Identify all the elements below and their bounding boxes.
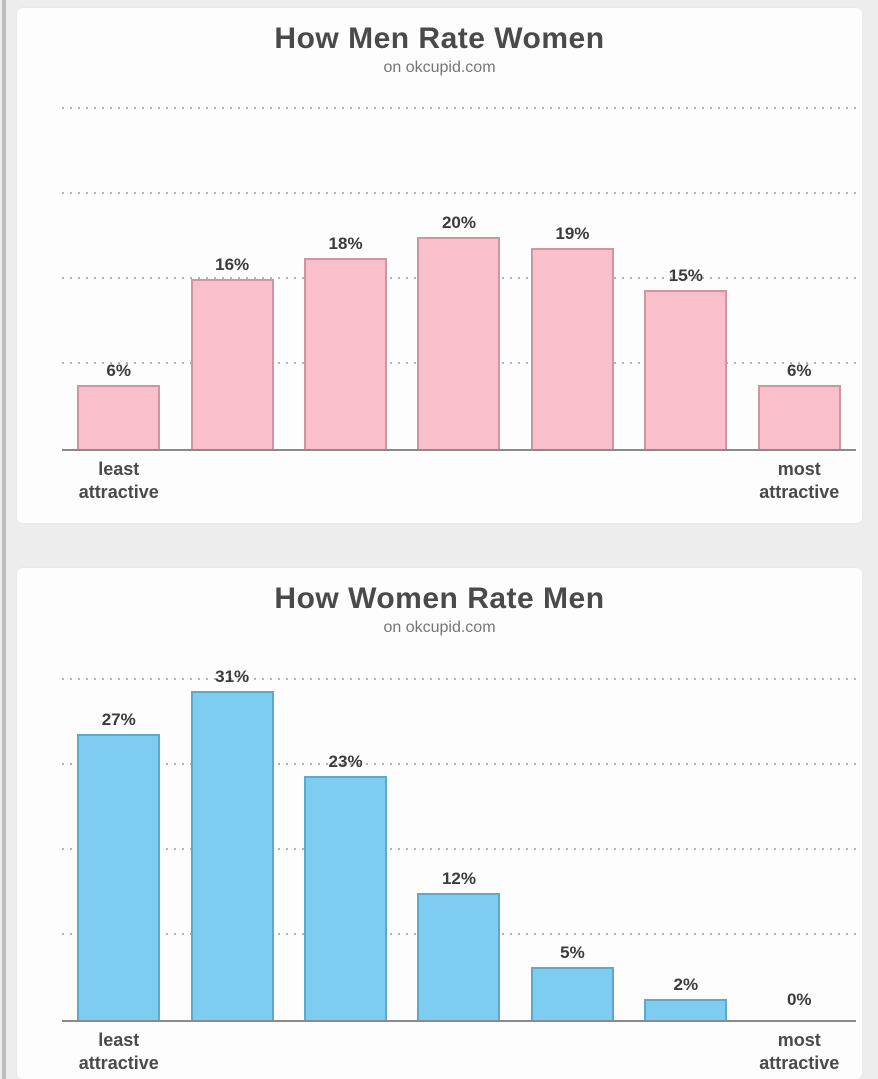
x-axis-label-empty	[175, 1029, 288, 1076]
chart-subtitle: on okcupid.com	[383, 619, 496, 636]
gridline	[62, 106, 856, 110]
x-axis-label-empty	[289, 1029, 402, 1076]
x-axis-label-least-attractive: least attractive	[78, 1030, 159, 1074]
x-axis-label-empty	[516, 458, 629, 505]
bar-slot: 15%	[629, 49, 742, 449]
bar-slot: 5%	[516, 620, 629, 1020]
chart-subtitle: on okcupid.com	[383, 59, 496, 76]
bar-value-label: 15%	[668, 266, 703, 285]
bar-slot: 12%	[402, 620, 515, 1020]
x-axis-label-least-attractive: least attractive	[78, 459, 159, 503]
bar	[190, 691, 274, 1020]
chart-panel-how-women-rate-men: How Women Rate Men on okcupid.com 27% 31%…	[17, 568, 862, 1079]
x-axis-label-most-attractive: most attractive	[759, 1030, 840, 1074]
gridline	[62, 762, 856, 766]
bars-row: 27% 31% 23% 12% 5% 2% 0%	[62, 620, 856, 1020]
bar-value-label: 5%	[560, 943, 585, 962]
bar-value-label: 19%	[555, 223, 590, 243]
bar-slot: 18%	[289, 49, 402, 449]
x-axis-label-empty	[629, 1029, 742, 1076]
x-axis-label-empty	[289, 458, 402, 505]
bar-value-label: 27%	[101, 709, 136, 729]
bar-slot: 19%	[516, 49, 629, 449]
bar-slot: 6%	[62, 49, 175, 449]
bar	[77, 385, 161, 449]
bar-value-label: 2%	[673, 974, 699, 994]
chart-title: How Women Rate Men	[274, 582, 605, 615]
plot-area: 27% 31% 23% 12% 5% 2% 0% least attractive most …	[62, 620, 856, 1073]
bar	[757, 385, 841, 449]
bar	[530, 247, 614, 449]
bar	[417, 237, 501, 449]
x-axis-label-empty	[402, 1029, 515, 1076]
bar	[304, 258, 388, 449]
bar-value-label: 20%	[441, 213, 476, 232]
bar	[304, 776, 388, 1020]
bar	[644, 998, 728, 1020]
x-axis-label-empty	[516, 1029, 629, 1076]
x-axis-labels: least attractive most attractive	[62, 458, 856, 505]
x-axis-label-empty	[629, 458, 742, 505]
page-left-edge-line	[2, 0, 6, 1079]
x-axis-line	[62, 449, 856, 451]
bar	[77, 733, 161, 1020]
bar-slot: 27%	[62, 620, 175, 1020]
bar-value-label: 6%	[106, 361, 131, 381]
x-axis-label-most-attractive: most attractive	[759, 459, 840, 503]
bar	[644, 290, 728, 449]
bar	[190, 279, 274, 449]
chart-title: How Men Rate Women	[274, 22, 605, 55]
bar-slot: 31%	[175, 620, 288, 1020]
bar-slot: 16%	[175, 49, 288, 449]
bar	[530, 967, 614, 1020]
x-axis-label-empty	[175, 458, 288, 505]
gridline	[62, 847, 856, 851]
x-axis-line	[62, 1020, 856, 1022]
gridline	[62, 191, 856, 195]
x-axis-labels: least attractive most attractive	[62, 1029, 856, 1076]
plot-area: 6% 16% 18% 20% 19% 15% 6% least attractive most…	[62, 49, 856, 502]
bar-value-label: 6%	[786, 361, 812, 381]
bar-slot: 23%	[289, 620, 402, 1020]
bar-slot: 2%	[629, 620, 742, 1020]
bar-value-label: 18%	[328, 234, 363, 254]
bars-row: 6% 16% 18% 20% 19% 15% 6%	[62, 49, 856, 449]
bar-value-label: 12%	[441, 868, 476, 888]
bar-value-label: 31%	[215, 667, 250, 687]
bar-value-label: 0%	[786, 990, 812, 1009]
bar-slot: 6%	[743, 49, 856, 449]
bar-slot: 20%	[402, 49, 515, 449]
bar	[417, 892, 501, 1020]
chart-panel-how-men-rate-women: How Men Rate Women on okcupid.com 6% 16% 1…	[17, 8, 862, 523]
bar-slot: 0%	[743, 620, 856, 1020]
bar-value-label: 16%	[215, 255, 250, 275]
bar-value-label: 23%	[328, 752, 363, 772]
gridline	[62, 677, 856, 681]
x-axis-label-empty	[402, 458, 515, 505]
